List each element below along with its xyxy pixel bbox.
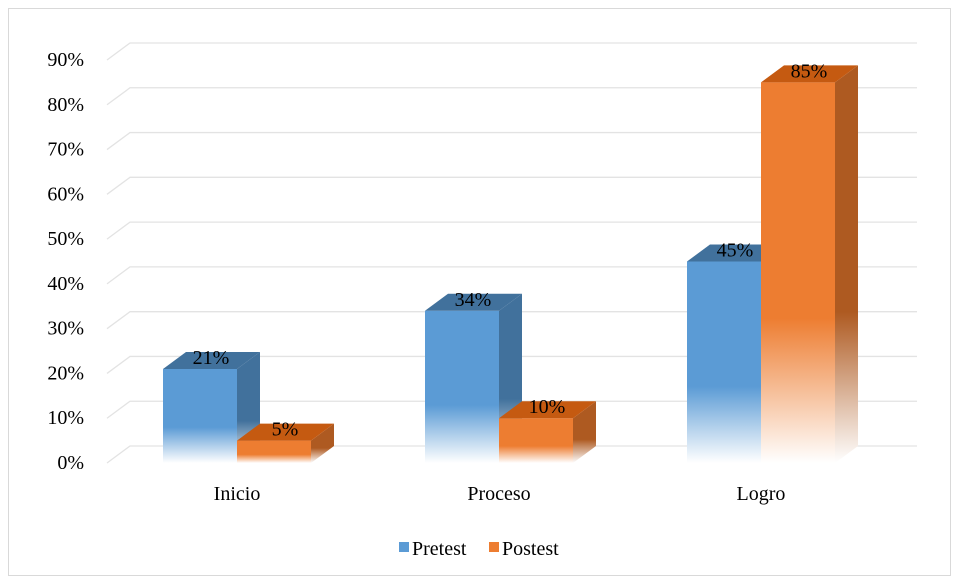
bar-top: [425, 293, 522, 311]
bar-top: [499, 401, 596, 419]
bar-postest-logro: [761, 65, 858, 463]
data-label: 10%: [529, 396, 566, 418]
data-label: 45%: [717, 240, 754, 262]
y-tick-label: 30%: [47, 318, 84, 340]
bar-side: [573, 401, 596, 463]
gridline: [106, 311, 917, 330]
x-axis-categories: Inicio Proceso Logro: [214, 483, 786, 505]
x-category-label: Logro: [737, 483, 786, 505]
bar-pretest-inicio: [163, 351, 260, 463]
x-category-label: Proceso: [467, 483, 530, 505]
bar-front: [687, 261, 761, 463]
data-label: 5%: [272, 419, 299, 441]
y-tick-label: 80%: [47, 94, 84, 116]
data-labels: 21% 5% 34% 10% 45% 85%: [193, 60, 828, 440]
gridline: [106, 131, 917, 151]
bar-postest-proceso: [499, 401, 596, 463]
x-category-label: Inicio: [214, 483, 261, 505]
y-tick-label: 60%: [47, 183, 84, 205]
bar-front: [425, 310, 499, 463]
bar-postest-inicio: [237, 423, 334, 463]
gridline: [106, 87, 917, 106]
y-tick-label: 0%: [57, 452, 84, 474]
bar-top: [237, 423, 334, 441]
y-axis-ticks: 0% 10% 20% 30% 40% 50% 60% 70% 80% 90%: [47, 49, 84, 474]
y-tick-label: 40%: [47, 273, 84, 295]
gridline: [106, 445, 917, 464]
gridline: [106, 355, 917, 374]
data-label: 85%: [791, 60, 828, 82]
y-tick-label: 70%: [47, 139, 84, 161]
legend: Pretest Postest: [399, 538, 559, 560]
bar-side: [835, 65, 858, 463]
legend-swatch-postest: [489, 542, 499, 552]
bar-side: [311, 423, 334, 463]
bar-top: [163, 351, 260, 369]
y-tick-label: 90%: [47, 49, 84, 71]
bar-front: [499, 418, 573, 463]
legend-label-pretest: Pretest: [412, 538, 467, 560]
legend-label-postest: Postest: [502, 538, 559, 560]
gridlines: [106, 42, 917, 464]
data-label: 34%: [455, 289, 492, 311]
legend-swatch-pretest: [399, 542, 409, 552]
gridline: [106, 221, 917, 240]
bar-top: [761, 65, 858, 83]
bars: [163, 65, 858, 463]
bar-front: [237, 440, 311, 463]
y-tick-label: 10%: [47, 407, 84, 429]
y-tick-label: 50%: [47, 228, 84, 250]
y-tick-label: 20%: [47, 362, 84, 384]
gridline: [106, 400, 917, 419]
gridline: [106, 42, 917, 61]
data-label: 21%: [193, 347, 230, 369]
bar-front: [163, 368, 237, 463]
bar-front: [761, 82, 835, 463]
gridline: [106, 176, 917, 195]
gridline: [106, 266, 917, 285]
bar-top: [687, 244, 784, 262]
